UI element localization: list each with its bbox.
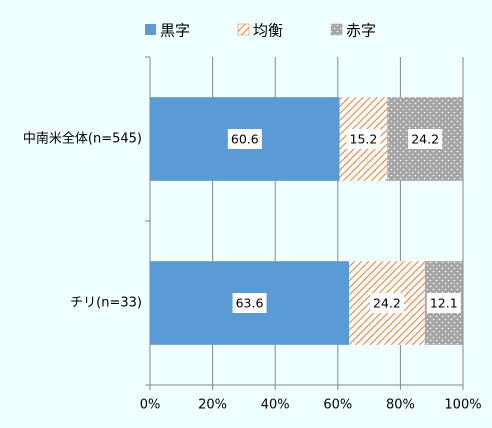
value-label-box [346, 129, 381, 149]
value-label-box [426, 293, 461, 313]
x-tick-label: 40% [261, 398, 290, 413]
value-label: 24.2 [411, 132, 439, 147]
x-tick-label: 80% [386, 398, 415, 413]
value-label: 24.2 [373, 296, 401, 311]
value-label: 12.1 [430, 296, 458, 311]
legend-swatch [237, 23, 250, 36]
value-label-box [408, 129, 443, 149]
legend-swatch [145, 24, 156, 35]
x-tick-label: 60% [323, 398, 352, 413]
legend-label: 黒字 [160, 22, 190, 40]
legend-label: 赤字 [346, 22, 376, 40]
value-label: 15.2 [350, 132, 378, 147]
value-label: 60.6 [231, 132, 259, 147]
x-tick-label: 0% [140, 398, 161, 413]
value-label-box [369, 293, 404, 313]
y-tick-label: 中南米全体(n=545) [23, 131, 142, 147]
legend-label: 均衡 [253, 22, 283, 40]
x-tick-label: 20% [198, 398, 227, 413]
value-label: 63.6 [236, 296, 264, 311]
value-label-box [232, 293, 267, 313]
y-tick-label: チリ(n=33) [70, 296, 142, 311]
x-tick-label: 100% [444, 398, 481, 413]
legend-swatch [330, 23, 343, 36]
value-label-box [227, 129, 262, 149]
